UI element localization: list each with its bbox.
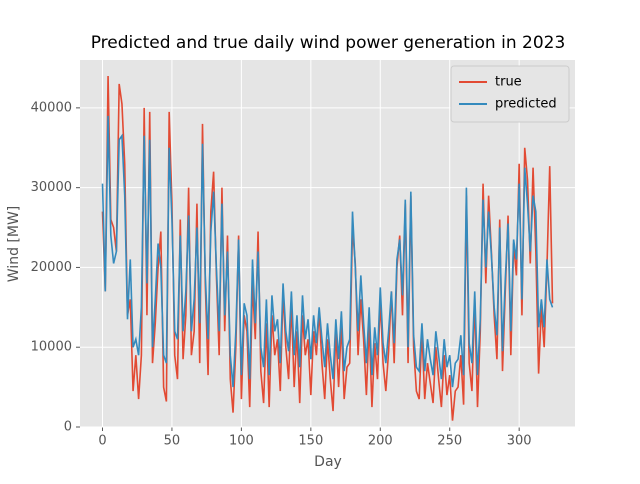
x-tick-label: 100 bbox=[229, 434, 254, 449]
x-tick-label: 200 bbox=[368, 434, 393, 449]
y-tick-label: 20000 bbox=[31, 260, 72, 275]
chart-title: Predicted and true daily wind power gene… bbox=[91, 33, 566, 53]
x-axis-label: Day bbox=[314, 454, 342, 470]
x-tick-label: 50 bbox=[164, 434, 181, 449]
y-tick-label: 30000 bbox=[31, 180, 72, 195]
series-line bbox=[101, 75, 554, 421]
legend-label: true bbox=[495, 75, 522, 90]
x-tick-label: 0 bbox=[98, 434, 106, 449]
series-line bbox=[101, 115, 554, 388]
x-tick-label: 300 bbox=[507, 434, 532, 449]
y-axis-label: Wind [MW] bbox=[6, 206, 22, 282]
legend-box bbox=[450, 65, 570, 123]
y-tick-label: 0 bbox=[64, 420, 72, 435]
x-tick-label: 150 bbox=[298, 434, 323, 449]
y-tick-label: 10000 bbox=[31, 340, 72, 355]
x-tick-label: 250 bbox=[437, 434, 462, 449]
y-tick-label: 40000 bbox=[31, 100, 72, 115]
legend-label: predicted bbox=[495, 97, 557, 112]
